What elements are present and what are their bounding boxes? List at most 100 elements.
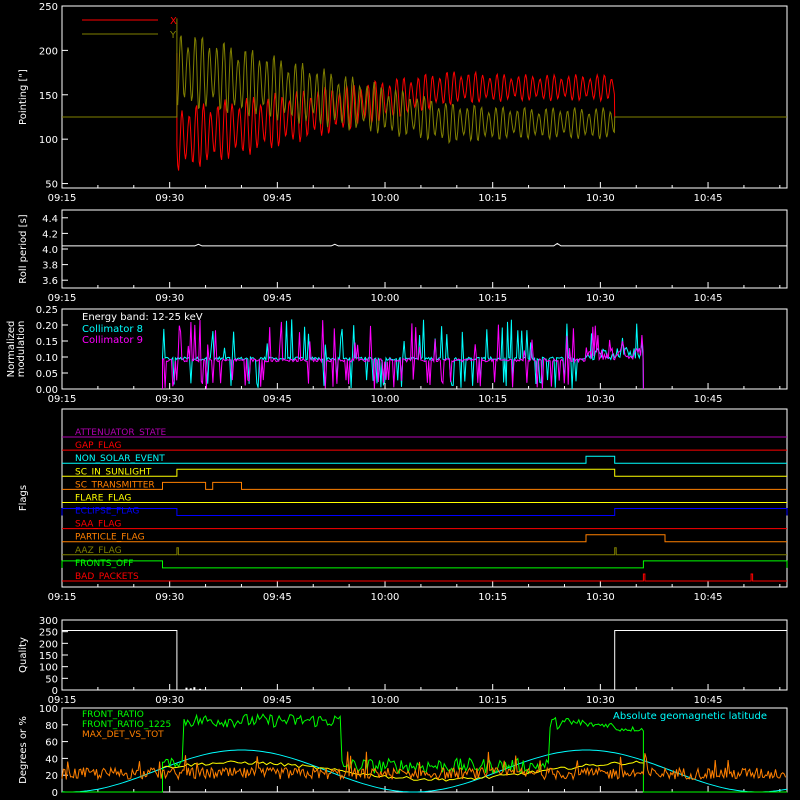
x-tick-label: 10:30 [586,394,615,405]
x-tick-label: 10:15 [478,394,507,405]
x-tick-label: 09:15 [48,592,77,603]
flag-line-particle-flag [62,534,787,543]
x-tick-label: 10:45 [694,695,723,706]
y-tick-label: 4.4 [42,214,58,225]
x-tick-label: 09:30 [155,193,184,204]
series-line-y [62,18,787,145]
energy-band-annotation: Energy band: 12-25 keV [82,312,203,323]
x-tick-label: 09:45 [263,193,292,204]
flag-label: SC_IN_SUNLIGHT [75,467,152,477]
legend-label: Collimator 8 [82,324,143,335]
x-tick-label: 10:45 [694,293,723,304]
y-tick-label: 50 [45,180,58,191]
x-tick-label: 10:15 [478,695,507,706]
axes-frame [61,308,788,390]
x-tick-label: 09:45 [263,394,292,405]
quality-blip [193,687,196,690]
y-tick-label: 40 [45,754,58,765]
front-ratio-line [62,713,787,793]
x-tick-label: 10:00 [371,592,400,603]
x-tick-label: 10:00 [371,293,400,304]
y-tick-label: 0.00 [36,385,58,396]
max-det-vs-tot-line [61,751,787,781]
panel-roll [61,209,788,289]
latitude-line [61,749,788,793]
y-axis-label: Quality [18,637,29,673]
y-tick-label: 200 [39,639,58,650]
y-axis-label: Degrees or % [18,716,29,784]
flag-label: AAZ_FLAG [75,546,122,556]
x-tick-label: 10:45 [694,394,723,405]
x-tick-label: 09:30 [155,394,184,405]
flag-label: ATTENUATOR_STATE [75,428,167,438]
x-tick-label: 10:30 [586,695,615,706]
legend-label: Y [169,30,177,41]
flag-line-fronts-off [61,560,788,569]
y-tick-label: 0.25 [36,305,58,316]
x-tick-label: 10:15 [478,193,507,204]
quality-blip [199,688,202,690]
x-tick-label: 10:30 [586,193,615,204]
x-tick-label: 09:15 [48,394,77,405]
y-tick-label: 0 [52,686,58,697]
x-tick-label: 10:00 [371,394,400,405]
y-tick-label: 100 [39,135,58,146]
y-tick-label: 0.10 [36,353,58,364]
x-tick-label: 09:30 [155,695,184,706]
y-tick-label: 0.15 [36,337,58,348]
y-tick-label: 150 [39,91,58,102]
panel-flags [61,408,788,588]
flag-label: GAP_FLAG [75,441,121,451]
y-tick-label: 150 [39,651,58,662]
flag-line-eclipse-flag [61,508,788,516]
flag-line-bad-packets [62,573,787,582]
y-tick-label: 0.20 [36,321,58,332]
x-tick-label: 10:30 [586,592,615,603]
flag-label: FLARE_FLAG [75,493,131,503]
y-axis-label: Normalized [6,321,17,378]
x-tick-label: 09:45 [263,695,292,706]
legend-label: Collimator 9 [82,335,143,346]
y-tick-label: 250 [39,2,58,13]
y-tick-label: 0.05 [36,369,58,380]
front-ratio-1225-line [162,760,644,782]
flag-label: FRONTS_OFF [75,559,133,569]
y-tick-label: 50 [45,674,58,685]
x-tick-label: 10:45 [694,592,723,603]
legend-label: Absolute geomagnetic latitude [613,711,767,722]
y-tick-label: 100 [39,704,58,715]
y-axis-label: Pointing ["] [18,69,29,125]
x-tick-label: 10:00 [371,193,400,204]
y-tick-label: 20 [45,771,58,782]
axes-frame [61,408,788,588]
legend-label: FRONT_RATIO [82,710,144,720]
y-tick-label: 3.8 [42,261,58,272]
x-tick-label: 10:45 [694,193,723,204]
y-tick-label: 0 [52,788,58,799]
y-tick-label: 3.6 [42,276,58,287]
flag-line-aaz-flag [62,547,787,556]
flag-line-sc-in-sunlight [62,468,787,477]
panel-pointing [61,5,788,189]
panel-modulation [61,308,788,390]
y-tick-label: 80 [45,721,58,732]
x-tick-label: 09:15 [48,193,77,204]
y-tick-label: 100 [39,663,58,674]
flag-label: NON_SOLAR_EVENT [75,454,165,464]
roll-period-line [62,242,787,247]
flag-label: SAA_FLAG [75,520,121,530]
quality-blip [189,688,192,690]
flag-label: BAD_PACKETS [75,572,139,582]
y-axis-label: Roll period [s] [18,214,29,283]
legend-label: FRONT_RATIO_1225 [82,720,171,730]
flag-label: PARTICLE_FLAG [75,533,145,543]
quality-line [62,630,787,691]
x-tick-label: 09:45 [263,592,292,603]
y-axis-label: Flags [18,485,29,511]
y-tick-label: 60 [45,738,58,749]
x-tick-label: 09:30 [155,293,184,304]
y-tick-label: 250 [39,628,58,639]
modulation-series-9 [162,319,644,390]
